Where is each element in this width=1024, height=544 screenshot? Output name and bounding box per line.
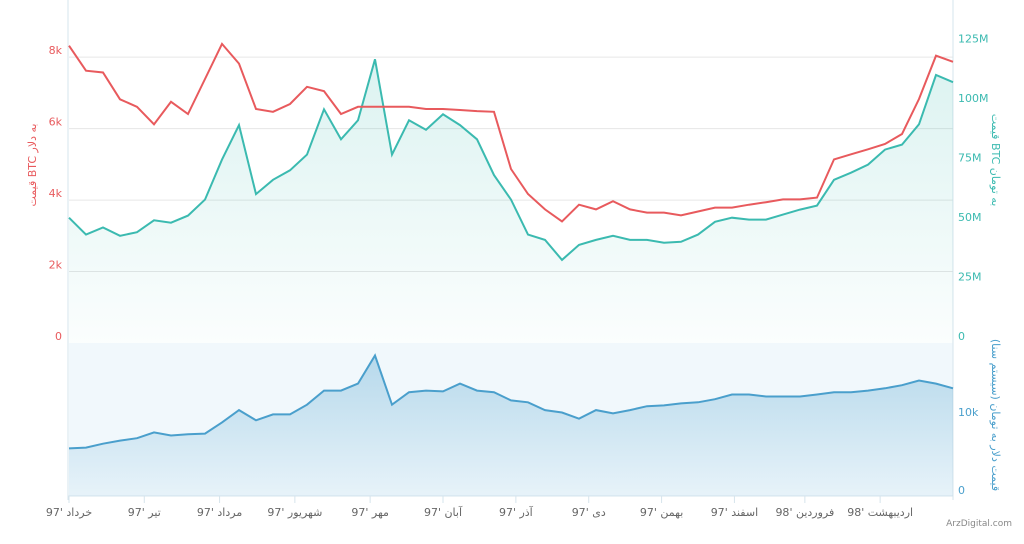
y-tick-left: 8k [49, 44, 63, 57]
y-tick-bottom: 10k [958, 406, 979, 419]
x-tick-label: دی '97 [572, 506, 606, 519]
x-tick-label: تیر '97 [128, 506, 161, 519]
y-tick-right: 0 [958, 330, 965, 343]
watermark: ArzDigital.com [946, 519, 1012, 529]
y-tick-right: 25M [958, 270, 982, 283]
right-axis-title-top: قیمت BTC به تومان [989, 114, 1002, 207]
x-tick-label: مرداد '97 [197, 506, 242, 519]
x-tick-label: اردیبهشت '98 [847, 506, 913, 519]
usd-toman-line [68, 353, 954, 450]
left-axis-title: قیمت BTC به دلار [26, 124, 39, 207]
right-axis-title-bottom: قیمت دلار به تومان (سیستم سنا) [989, 339, 1002, 491]
x-tick-label: آذر '97 [499, 505, 534, 519]
usd-toman-area [69, 355, 953, 496]
x-tick-label: آبان '97 [424, 505, 463, 519]
y-tick-left: 2k [49, 259, 63, 272]
y-tick-right: 100M [958, 92, 989, 105]
x-tick-label: اسفند '97 [711, 506, 758, 519]
y-tick-bottom: 0 [958, 484, 965, 497]
x-tick-label: مهر '97 [351, 506, 389, 519]
x-tick-label: خرداد '97 [46, 506, 92, 519]
y-tick-right: 50M [958, 211, 982, 224]
y-tick-right: 75M [958, 151, 982, 164]
btc-usd-line [68, 42, 954, 223]
x-tick-label: شهریور '97 [267, 506, 322, 519]
x-tick-label: فروردین '98 [775, 506, 834, 519]
y-tick-left: 4k [49, 187, 63, 200]
y-tick-right: 125M [958, 32, 989, 45]
x-tick-label: بهمن '97 [640, 506, 683, 519]
btc-toman-line [68, 59, 954, 262]
y-tick-left: 6k [49, 116, 63, 129]
y-tick-left: 0 [55, 330, 62, 343]
